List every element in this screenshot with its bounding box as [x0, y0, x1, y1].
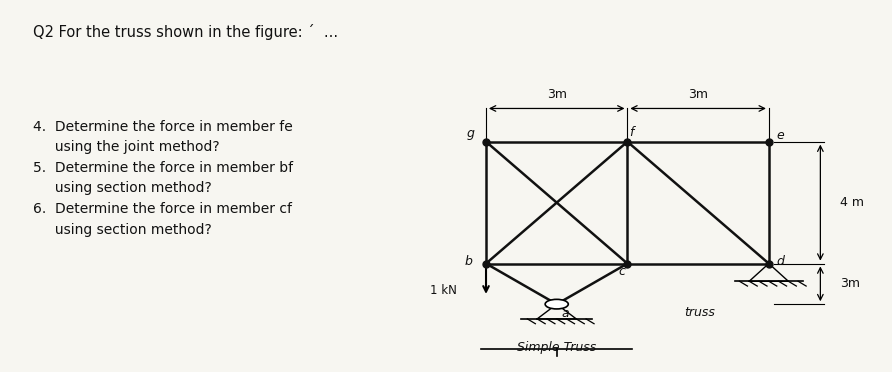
Text: truss: truss [684, 306, 714, 319]
Text: 3m: 3m [547, 88, 566, 101]
Text: Simple Truss: Simple Truss [517, 341, 597, 354]
Text: g: g [467, 127, 475, 140]
Text: Q2 For the truss shown in the figure: ´  ...: Q2 For the truss shown in the figure: ´ … [32, 23, 338, 39]
Circle shape [545, 299, 568, 309]
Text: b: b [465, 255, 472, 268]
Text: a: a [562, 307, 569, 320]
Text: 1 kN: 1 kN [430, 284, 457, 297]
Text: 3m: 3m [688, 88, 708, 101]
Text: c: c [619, 265, 625, 278]
Text: f: f [629, 126, 633, 139]
Text: e: e [776, 129, 784, 142]
Text: 4 m: 4 m [840, 196, 864, 209]
Text: 3m: 3m [840, 278, 860, 290]
Text: 4.  Determine the force in member fe
     using the joint method?
5.  Determine : 4. Determine the force in member fe usin… [32, 119, 293, 237]
Text: d: d [776, 255, 784, 268]
